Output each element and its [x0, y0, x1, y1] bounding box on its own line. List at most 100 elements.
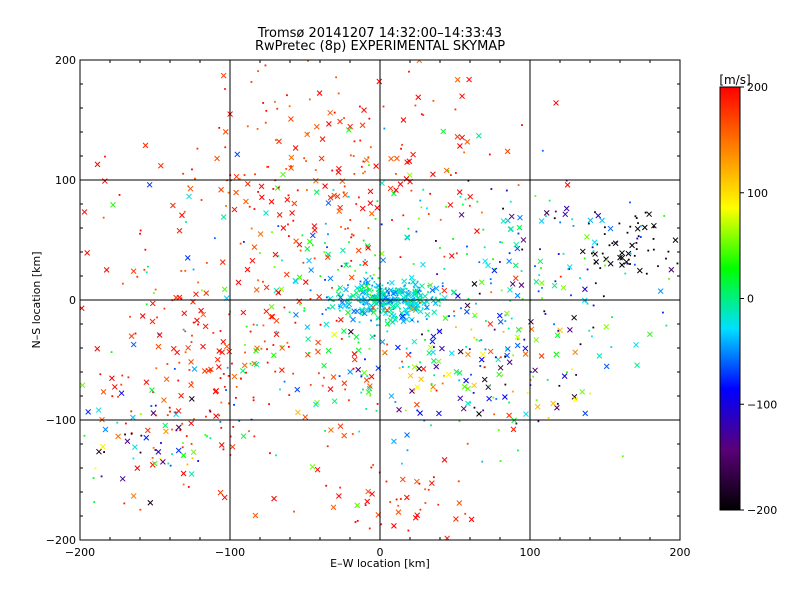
scatter-point [325, 308, 327, 311]
scatter-point [587, 217, 594, 224]
scatter-point [220, 214, 227, 220]
scatter-point [452, 238, 455, 240]
scatter-point [111, 395, 114, 398]
scatter-point [125, 422, 127, 425]
scatter-point [455, 252, 458, 255]
scatter-point [277, 254, 280, 257]
scatter-point [252, 399, 255, 402]
scatter-point [652, 248, 655, 251]
scatter-point [193, 291, 199, 298]
scatter-point [592, 250, 595, 253]
scatter-point [226, 366, 229, 369]
scatter-point [340, 247, 346, 254]
scatter-point [375, 409, 378, 412]
scatter-point [343, 117, 345, 119]
scatter-point [168, 406, 171, 409]
scatter-point [503, 310, 510, 317]
scatter-point [485, 262, 491, 269]
scatter-point [651, 222, 657, 229]
scatter-point [351, 351, 358, 357]
scatter-point [387, 287, 394, 293]
scatter-point [667, 250, 670, 253]
scatter-point [515, 422, 518, 425]
scatter-point [475, 302, 477, 305]
scatter-point [288, 105, 291, 108]
scatter-point [538, 353, 545, 359]
scatter-point [303, 309, 306, 312]
scatter-point [491, 267, 498, 274]
scatter-point [592, 304, 595, 307]
scatter-point [262, 280, 264, 283]
scatter-point [372, 273, 375, 276]
scatter-point [122, 282, 124, 285]
scatter-point [345, 262, 348, 265]
scatter-point [85, 409, 92, 415]
scatter-point [394, 401, 397, 403]
scatter-point [83, 434, 86, 437]
scatter-point [245, 325, 248, 328]
scatter-point [480, 339, 483, 341]
scatter-point [279, 367, 285, 373]
scatter-point [134, 332, 137, 335]
scatter-point [557, 327, 563, 334]
scatter-point [303, 307, 306, 310]
scatter-point [646, 211, 652, 218]
scatter-point [259, 194, 265, 201]
scatter-point [621, 455, 624, 458]
scatter-point [100, 389, 107, 395]
scatter-point [335, 319, 338, 322]
scatter-point [150, 410, 157, 416]
scatter-point [538, 280, 545, 286]
scatter-point [190, 381, 193, 383]
scatter-point [591, 335, 593, 338]
scatter-point [634, 225, 641, 232]
scatter-point [401, 462, 403, 465]
scatter-point [188, 395, 195, 402]
scatter-point [371, 289, 374, 292]
scatter-point [205, 261, 208, 264]
scatter-point [619, 250, 625, 256]
scatter-point [251, 360, 258, 367]
scatter-point [238, 420, 241, 422]
scatter-point [219, 259, 226, 265]
scatter-point [512, 262, 519, 269]
scatter-point [384, 287, 387, 289]
scatter-point [338, 375, 341, 377]
scatter-point [465, 351, 471, 358]
scatter-point [431, 309, 438, 316]
scatter-point [325, 200, 332, 206]
scatter-point [635, 242, 638, 244]
scatter-point [360, 391, 363, 394]
scatter-point [252, 512, 259, 519]
scatter-point [564, 182, 571, 188]
scatter-point [370, 309, 377, 316]
scatter-point [489, 278, 492, 281]
scatter-point [347, 399, 350, 402]
scatter-point [175, 429, 178, 432]
scatter-point [179, 429, 182, 432]
scatter-point [362, 295, 364, 298]
scatter-point [537, 290, 540, 293]
scatter-point [461, 203, 464, 206]
scatter-point [535, 399, 538, 402]
scatter-point [626, 231, 629, 234]
scatter-point [359, 306, 365, 313]
scatter-point [272, 251, 279, 258]
scatter-point [274, 139, 277, 142]
scatter-point [374, 205, 381, 211]
scatter-point [458, 379, 461, 382]
scatter-point [136, 275, 139, 278]
scatter-point [147, 499, 154, 506]
scatter-point [209, 437, 212, 440]
scatter-point [420, 206, 423, 209]
scatter-point [647, 249, 650, 252]
scatter-point [369, 334, 376, 340]
scatter-point [370, 466, 373, 469]
scatter-point [461, 383, 468, 390]
scatter-point [392, 308, 395, 311]
scatter-point [311, 244, 314, 247]
scatter-point [441, 457, 448, 463]
scatter-point [432, 99, 435, 102]
scatter-point [206, 435, 208, 438]
scatter-point [517, 232, 520, 235]
